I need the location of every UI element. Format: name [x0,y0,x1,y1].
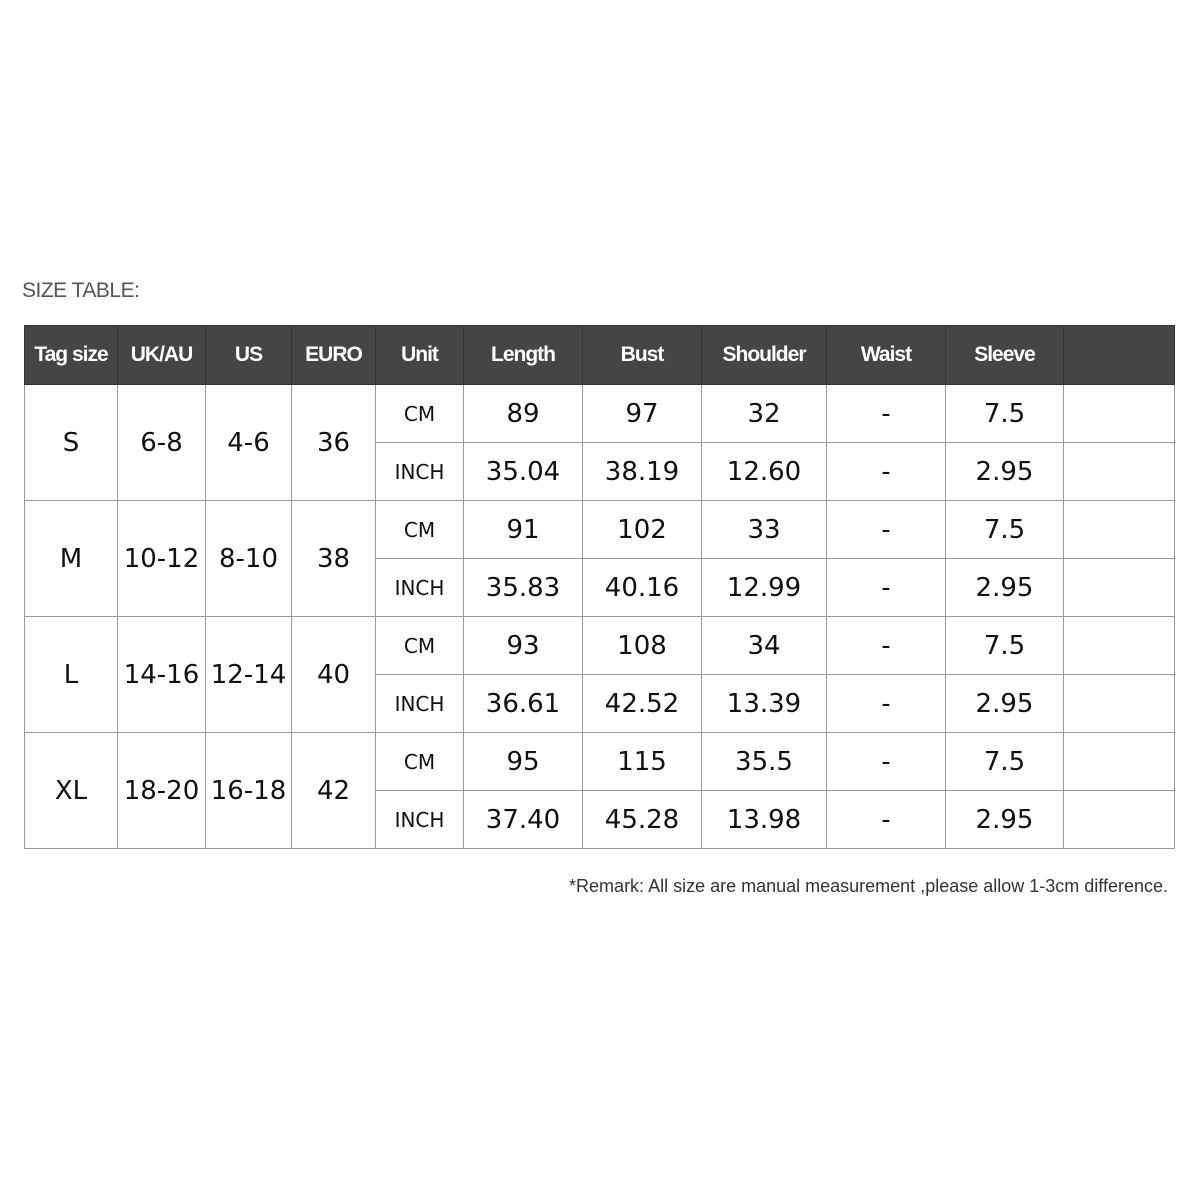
table-cell: 108 [582,616,702,675]
table-row: S 6-8 4-6 36 CM 89 97 32-7.5 [24,384,1175,501]
table-cell: INCH [375,558,464,617]
table-cell: 7.5 [945,732,1064,791]
table-cell: 13.98 [701,790,827,849]
table-cell: - [826,558,946,617]
table-cell: INCH [375,790,464,849]
table-cell: - [826,384,946,443]
table-cell: 7.5 [945,500,1064,559]
page-title: SIZE TABLE: [22,279,140,302]
column-header: EURO [291,325,376,385]
table-cell: 6-8 [117,384,206,501]
table-row: M 10-12 8-10 38 CM 91 102 33-7.5 [24,500,1175,617]
table-cell: L [24,616,118,733]
table-cell: 32 [701,384,827,443]
table-cell: 4-6 [205,384,292,501]
table-header-row: Tag size UK/AU US EURO Unit Length Bust Shoulde… [24,325,1175,385]
table-cell: 34 [701,616,827,675]
table-cell: 89 [463,384,583,443]
column-header: Tag size [24,325,118,385]
table-cell [1063,674,1175,733]
table-cell: M [24,500,118,617]
table-cell: - [826,732,946,791]
table-cell: CM [375,384,464,443]
table-cell: 14-16 [117,616,206,733]
column-header: Length [463,325,583,385]
table-cell: - [826,674,946,733]
table-cell: 102 [582,500,702,559]
size-table: Tag size UK/AU US EURO Unit Length Bust Shoulde… [24,325,1175,849]
table-row: INCH 35.83 40.16 12.99-2.95 [25,558,1175,617]
column-header: Shoulder [701,325,827,385]
table-cell [1063,732,1175,791]
table-cell: 40.16 [582,558,702,617]
table-cell: 12-14 [205,616,292,733]
table-cell [1063,558,1175,617]
table-cell: XL [24,732,118,849]
table-cell: INCH [375,674,464,733]
table-cell [1063,616,1175,675]
table-cell: 115 [582,732,702,791]
table-cell: CM [375,616,464,675]
column-header: Unit [375,325,464,385]
table-cell: 7.5 [945,384,1064,443]
table-cell: 10-12 [117,500,206,617]
table-cell: 8-10 [205,500,292,617]
table-cell: 42.52 [582,674,702,733]
column-header: US [205,325,292,385]
table-row: INCH 37.40 45.28 13.98-2.95 [25,790,1175,849]
table-row: INCH 36.61 42.52 13.39-2.95 [25,674,1175,733]
table-cell: 2.95 [945,790,1064,849]
table-cell: 40 [291,616,376,733]
table-cell: 42 [291,732,376,849]
table-cell: 35.83 [463,558,583,617]
table-cell [1063,442,1175,501]
table-cell: 33 [701,500,827,559]
table-cell [1063,384,1175,443]
table-cell [1063,500,1175,559]
table-cell: 35.5 [701,732,827,791]
table-cell: 12.60 [701,442,827,501]
table-cell: CM [375,732,464,791]
table-cell: CM [375,500,464,559]
column-header: UK/AU [117,325,206,385]
table-cell: 95 [463,732,583,791]
table-cell: - [826,616,946,675]
table-cell: 97 [582,384,702,443]
table-cell: 2.95 [945,442,1064,501]
table-cell: S [24,384,118,501]
table-cell: 16-18 [205,732,292,849]
table-cell: 13.39 [701,674,827,733]
table-cell: 38 [291,500,376,617]
table-cell [1063,790,1175,849]
table-cell: 91 [463,500,583,559]
table-cell: 45.28 [582,790,702,849]
column-header: Bust [582,325,702,385]
table-cell: 36 [291,384,376,501]
table-cell: 35.04 [463,442,583,501]
table-cell: 7.5 [945,616,1064,675]
table-cell: INCH [375,442,464,501]
remark-note: *Remark: All size are manual measurement… [569,876,1168,896]
table-cell: 38.19 [582,442,702,501]
table-cell: 2.95 [945,558,1064,617]
column-header: Waist [826,325,946,385]
table-cell: 36.61 [463,674,583,733]
table-cell: 2.95 [945,674,1064,733]
table-row: XL 18-20 16-18 42 CM 95 115 35.5-7.5 [24,732,1175,849]
table-cell: - [826,442,946,501]
table-cell: 12.99 [701,558,827,617]
column-header [1063,325,1175,385]
table-cell: 93 [463,616,583,675]
table-cell: - [826,500,946,559]
table-cell: - [826,790,946,849]
table-cell: 18-20 [117,732,206,849]
table-row: L 14-16 12-14 40 CM 93 108 34-7.5 [24,616,1175,733]
table-cell: 37.40 [463,790,583,849]
column-header: Sleeve [945,325,1064,385]
